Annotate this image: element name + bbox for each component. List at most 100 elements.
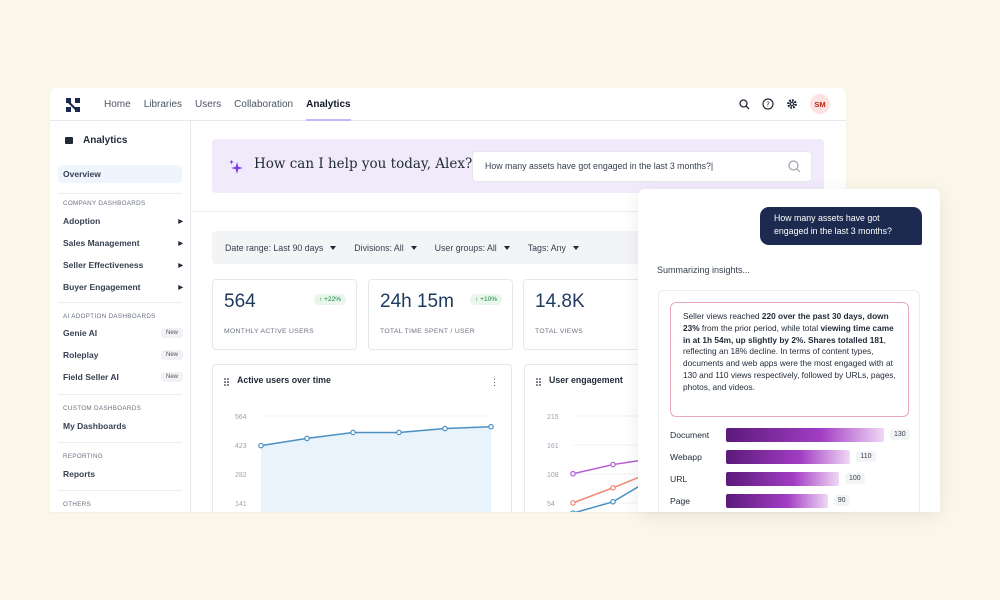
chart-title: Active users over time	[237, 375, 331, 385]
filter-tags[interactable]: Tags: Any	[528, 243, 579, 253]
gear-icon[interactable]	[782, 94, 802, 114]
nav-home[interactable]: Home	[104, 99, 131, 110]
sparkle-icon	[229, 159, 243, 174]
bar-value-label: 130	[890, 429, 910, 440]
caret-down-icon	[572, 245, 579, 250]
bar	[726, 494, 828, 508]
bar-row: Document 130	[670, 428, 910, 442]
sidebar-title-label: Analytics	[83, 135, 128, 146]
bar-row: Page 90	[670, 494, 910, 508]
more-options-icon[interactable]: ⋮	[490, 377, 499, 387]
sidebar-item-roleplay[interactable]: Roleplay New	[63, 350, 183, 360]
insight-card: Seller views reached 220 over the past 3…	[658, 290, 920, 512]
sidebar-divider	[58, 302, 182, 303]
sidebar-item-seller-effectiveness[interactable]: Seller Effectiveness ▶	[63, 260, 183, 270]
section-others: OTHERS	[63, 501, 92, 508]
bar-label: Page	[670, 496, 691, 506]
ai-assistant-banner: How can I help you today, Alex? How many…	[212, 139, 824, 193]
bar	[726, 450, 851, 464]
filter-date-range[interactable]: Date range: Last 90 days	[225, 242, 337, 253]
filter-label: Date range: Last 90 days	[225, 242, 324, 253]
kpi-delta-badge: ↑ +22%	[314, 294, 346, 305]
caret-right-icon: ▶	[178, 284, 183, 291]
active-users-chart-card: 564 423 282 141 Active users over time ⋮	[212, 364, 512, 512]
insight-summary: Seller views reached 220 over the past 3…	[670, 302, 909, 417]
sidebar-item-label: Field Seller AI	[63, 372, 119, 382]
sidebar-item-label: Sales Management	[63, 238, 140, 248]
user-avatar[interactable]: SM	[810, 94, 830, 114]
data-point	[304, 435, 310, 442]
nav-analytics[interactable]: Analytics	[306, 88, 352, 121]
section-ai-adoption-dashboards: AI ADOPTION DASHBOARDS	[63, 313, 156, 320]
caret-right-icon: ▶	[178, 240, 183, 247]
sidebar-divider	[58, 442, 182, 443]
data-point	[570, 500, 576, 506]
caret-down-icon	[410, 245, 417, 250]
sidebar-item-sales-management[interactable]: Sales Management ▶	[63, 238, 183, 248]
section-reporting: REPORTING	[63, 453, 104, 460]
svg-text:?: ?	[766, 101, 770, 109]
assistant-greeting: How can I help you today, Alex?	[254, 156, 473, 172]
top-actions: ? SM	[730, 94, 830, 114]
help-icon[interactable]: ?	[758, 94, 778, 114]
area-fill	[261, 426, 491, 512]
search-icon[interactable]	[788, 160, 801, 173]
data-point	[258, 442, 264, 449]
data-point	[570, 470, 576, 477]
assistant-query-input[interactable]: How many assets have got engaged in the …	[472, 151, 812, 182]
bar	[726, 428, 884, 442]
bar-value-label: 110	[856, 451, 876, 462]
kpi-value: 564	[224, 291, 256, 312]
sidebar-item-label: Genie AI	[63, 328, 98, 338]
bar	[726, 472, 840, 486]
filter-divisions[interactable]: Divisions: All	[354, 243, 417, 253]
series-line	[260, 425, 492, 447]
top-navigation-bar: Home Libraries Users Collaboration Analy…	[50, 88, 846, 121]
sidebar-item-label: Roleplay	[63, 350, 99, 360]
nav-collaboration[interactable]: Collaboration	[234, 99, 294, 110]
data-point	[396, 429, 402, 436]
insight-text: Seller views reached	[683, 311, 762, 321]
sidebar-item-field-seller-ai[interactable]: Field Seller AI New	[63, 372, 183, 382]
insight-highlight: viewing time came in at 1h 54m, up sligh…	[683, 322, 894, 345]
content-divider	[191, 211, 846, 212]
bar-value-label: 100	[845, 473, 865, 484]
sidebar-item-overview[interactable]: Overview	[58, 165, 182, 183]
section-company-dashboards: COMPANY DASHBOARDS	[63, 200, 146, 207]
active-users-chart: 564 423 282 141	[235, 414, 494, 512]
bar-row: Webapp 110	[670, 450, 910, 464]
sidebar-title: Analytics	[65, 135, 127, 146]
bar-label: Webapp	[670, 452, 702, 462]
filter-user-groups[interactable]: User groups: All	[435, 243, 510, 253]
drag-handle-icon[interactable]	[224, 378, 229, 386]
y-tick-label: 141	[235, 501, 247, 508]
kpi-value: 14.8K	[535, 291, 585, 312]
sidebar-item-reports[interactable]: Reports	[63, 469, 183, 479]
data-point	[442, 425, 448, 432]
sidebar-item-my-dashboards[interactable]: My Dashboards	[63, 421, 183, 431]
filter-label: User groups: All	[434, 242, 497, 253]
sidebar-item-buyer-engagement[interactable]: Buyer Engagement ▶	[63, 282, 183, 292]
sidebar-item-label: Adoption	[63, 216, 101, 226]
kpi-card-total-time-spent: 24h 15m ↑ +10% TOTAL TIME SPENT / USER	[368, 279, 513, 350]
sidebar-item-genie-ai[interactable]: Genie AI New	[63, 328, 183, 338]
user-message-bubble: How many assets have got engaged in the …	[760, 207, 922, 245]
sidebar-divider	[58, 490, 182, 491]
y-tick-label: 108	[547, 472, 559, 479]
kpi-value: 24h 15m	[380, 291, 454, 312]
bar-label: Document	[670, 430, 710, 440]
caret-right-icon: ▶	[178, 262, 183, 269]
new-badge: New	[160, 350, 183, 360]
section-custom-dashboards: CUSTOM DASHBOARDS	[63, 405, 142, 412]
drag-handle-icon[interactable]	[536, 378, 541, 386]
sidebar-item-adoption[interactable]: Adoption ▶	[63, 216, 183, 226]
nav-libraries[interactable]: Libraries	[143, 99, 183, 110]
search-icon[interactable]	[734, 94, 754, 114]
sidebar-divider	[58, 193, 182, 194]
y-tick-label: 54	[547, 501, 555, 508]
nav-users[interactable]: Users	[195, 99, 222, 110]
caret-right-icon: ▶	[178, 218, 183, 225]
brand-logo-icon[interactable]	[66, 98, 80, 112]
assistant-query-text: How many assets have got engaged in the …	[485, 161, 714, 171]
kpi-label: MONTHLY ACTIVE USERS	[224, 328, 314, 335]
